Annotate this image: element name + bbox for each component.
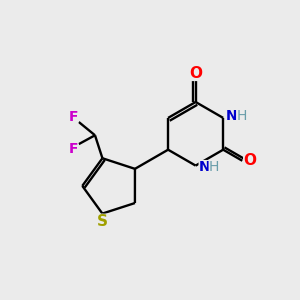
Text: N: N <box>199 160 210 174</box>
Text: H: H <box>236 110 247 123</box>
Text: H: H <box>209 160 219 174</box>
Text: F: F <box>69 110 78 124</box>
Text: O: O <box>189 66 202 81</box>
Text: S: S <box>97 214 108 229</box>
Text: F: F <box>69 142 78 156</box>
Text: N: N <box>226 110 238 123</box>
Text: O: O <box>243 153 256 168</box>
